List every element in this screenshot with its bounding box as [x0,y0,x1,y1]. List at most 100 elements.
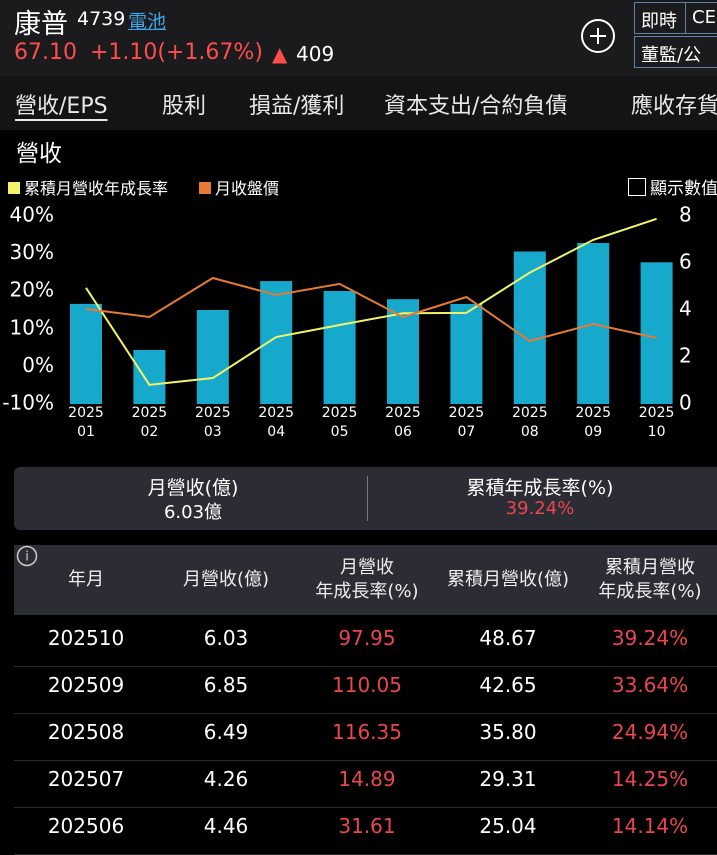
table-cell: 31.61 [338,814,396,838]
table-cell: 4.26 [203,767,249,791]
x-tick-label: 09 [584,424,602,440]
legend-label: 累積月營收年成長率 [24,179,169,198]
table-cell: 24.94% [611,720,689,744]
x-tick-label: 2025 [195,405,231,421]
header-line: 年月 [68,569,104,590]
x-tick-label: 2025 [68,405,104,421]
tab-bar [0,76,717,130]
x-tick-label: 05 [331,424,349,440]
table-cell: 116.35 [332,720,402,744]
up-arrow: ▲ [272,42,288,66]
tab[interactable]: 應收存貨 [631,94,717,119]
table-cell: 202506 [47,814,125,838]
header-line: 年成長率(%) [598,581,702,602]
row-separator [14,760,717,761]
x-tick-label: 04 [267,424,285,440]
tab[interactable]: 損益/獲利 [249,94,345,119]
column-header: 月營收 年成長率(%) [315,556,418,604]
header-line: 年成長率(%) [315,581,419,602]
x-tick-label: 2025 [575,405,611,421]
column-header: 累積月營收(億) [447,568,569,592]
x-tick-label: 2025 [449,405,485,421]
section-title: 營收 [16,141,62,167]
table-cell: 6.49 [203,720,249,744]
x-tick-label: 10 [648,424,666,440]
stock-code: 4739 [77,8,126,30]
header-line: 累積月營收(億) [446,569,570,590]
tab[interactable]: 資本支出/合約負債 [384,94,568,119]
y2-tick-label: 6 [679,250,692,274]
table-cell: 6.03 [203,626,249,650]
table-cell: 48.67 [479,626,537,650]
y-tick-label: 10% [10,315,54,339]
volume: 409 [296,42,335,66]
legend-swatch [8,182,20,194]
x-tick-label: 02 [140,424,158,440]
bar [260,281,293,404]
table-cell: 202509 [47,673,125,697]
table-header [14,545,717,615]
table-cell: 25.04 [479,814,537,838]
y2-tick-label: 8 [679,203,692,227]
bar [133,349,166,404]
show-values-toggle[interactable]: 顯示數值 [628,174,717,199]
legend-label: 月收盤價 [215,179,280,198]
table-cell: 29.31 [479,767,537,791]
table-cell: 202508 [47,720,125,744]
row-separator [14,666,717,667]
table-cell: 39.24% [611,626,689,650]
bar [323,290,356,404]
summary-label: 累積年成長率(%) [466,477,614,499]
x-tick-label: 07 [457,424,475,440]
table-cell: 14.89 [338,767,396,791]
table-cell: 35.80 [479,720,537,744]
legend-item: 累積月營收年成長率 [8,175,168,199]
x-tick-label: 08 [521,424,539,440]
price-change: +1.10(+1.67%) [90,40,263,65]
column-header: 月營收(億) [183,568,269,592]
header-line: 月營收(億) [182,569,270,590]
legend-item: 月收盤價 [199,175,279,199]
bar [513,251,546,404]
summary-value: 6.03億 [163,502,223,523]
table-cell: 14.14% [611,814,689,838]
table-cell: 6.85 [203,673,249,697]
x-tick-label: 2025 [132,405,168,421]
table-cell: 202510 [47,626,125,650]
y-tick-label: 40% [10,203,54,227]
column-header: 累積月營收 年成長率(%) [598,556,701,604]
summary-value: 39.24% [505,498,575,519]
divider [367,476,368,521]
x-tick-label: 03 [204,424,222,440]
industry-link[interactable]: 電池 [128,11,167,33]
x-tick-label: 2025 [639,405,675,421]
table-cell: 14.25% [611,767,689,791]
price: 67.10 [14,40,77,65]
x-tick-label: 01 [77,424,95,440]
table-cell: 110.05 [332,673,402,697]
info-icon[interactable]: i [16,545,40,569]
table-cell: 33.64% [611,673,689,697]
x-tick-label: 06 [394,424,412,440]
x-tick-label: 2025 [512,405,548,421]
ce-button[interactable]: CE [685,2,717,34]
x-tick-label: 2025 [258,405,294,421]
add-button[interactable] [580,18,616,54]
table-cell: 97.95 [338,626,396,650]
tab[interactable]: 營收/EPS [15,94,108,119]
y2-tick-label: 0 [679,391,692,415]
y-tick-label: 30% [10,240,54,264]
y-tick-label: 0% [22,353,54,377]
x-tick-label: 2025 [322,405,358,421]
tab[interactable]: 股利 [162,94,207,119]
bar [70,303,102,404]
directors-button[interactable]: 董監/公司 [634,36,717,68]
row-separator [14,713,717,714]
bar [196,310,229,404]
stock-name: 康普 [14,9,68,40]
summary-label: 月營收(億) [147,477,239,499]
toggle-label: 顯示數值 [650,179,717,199]
chart: 40%30%20%10%0%-10%8642020250120250220250… [2,203,692,441]
y-tick-label: -10% [2,391,54,415]
